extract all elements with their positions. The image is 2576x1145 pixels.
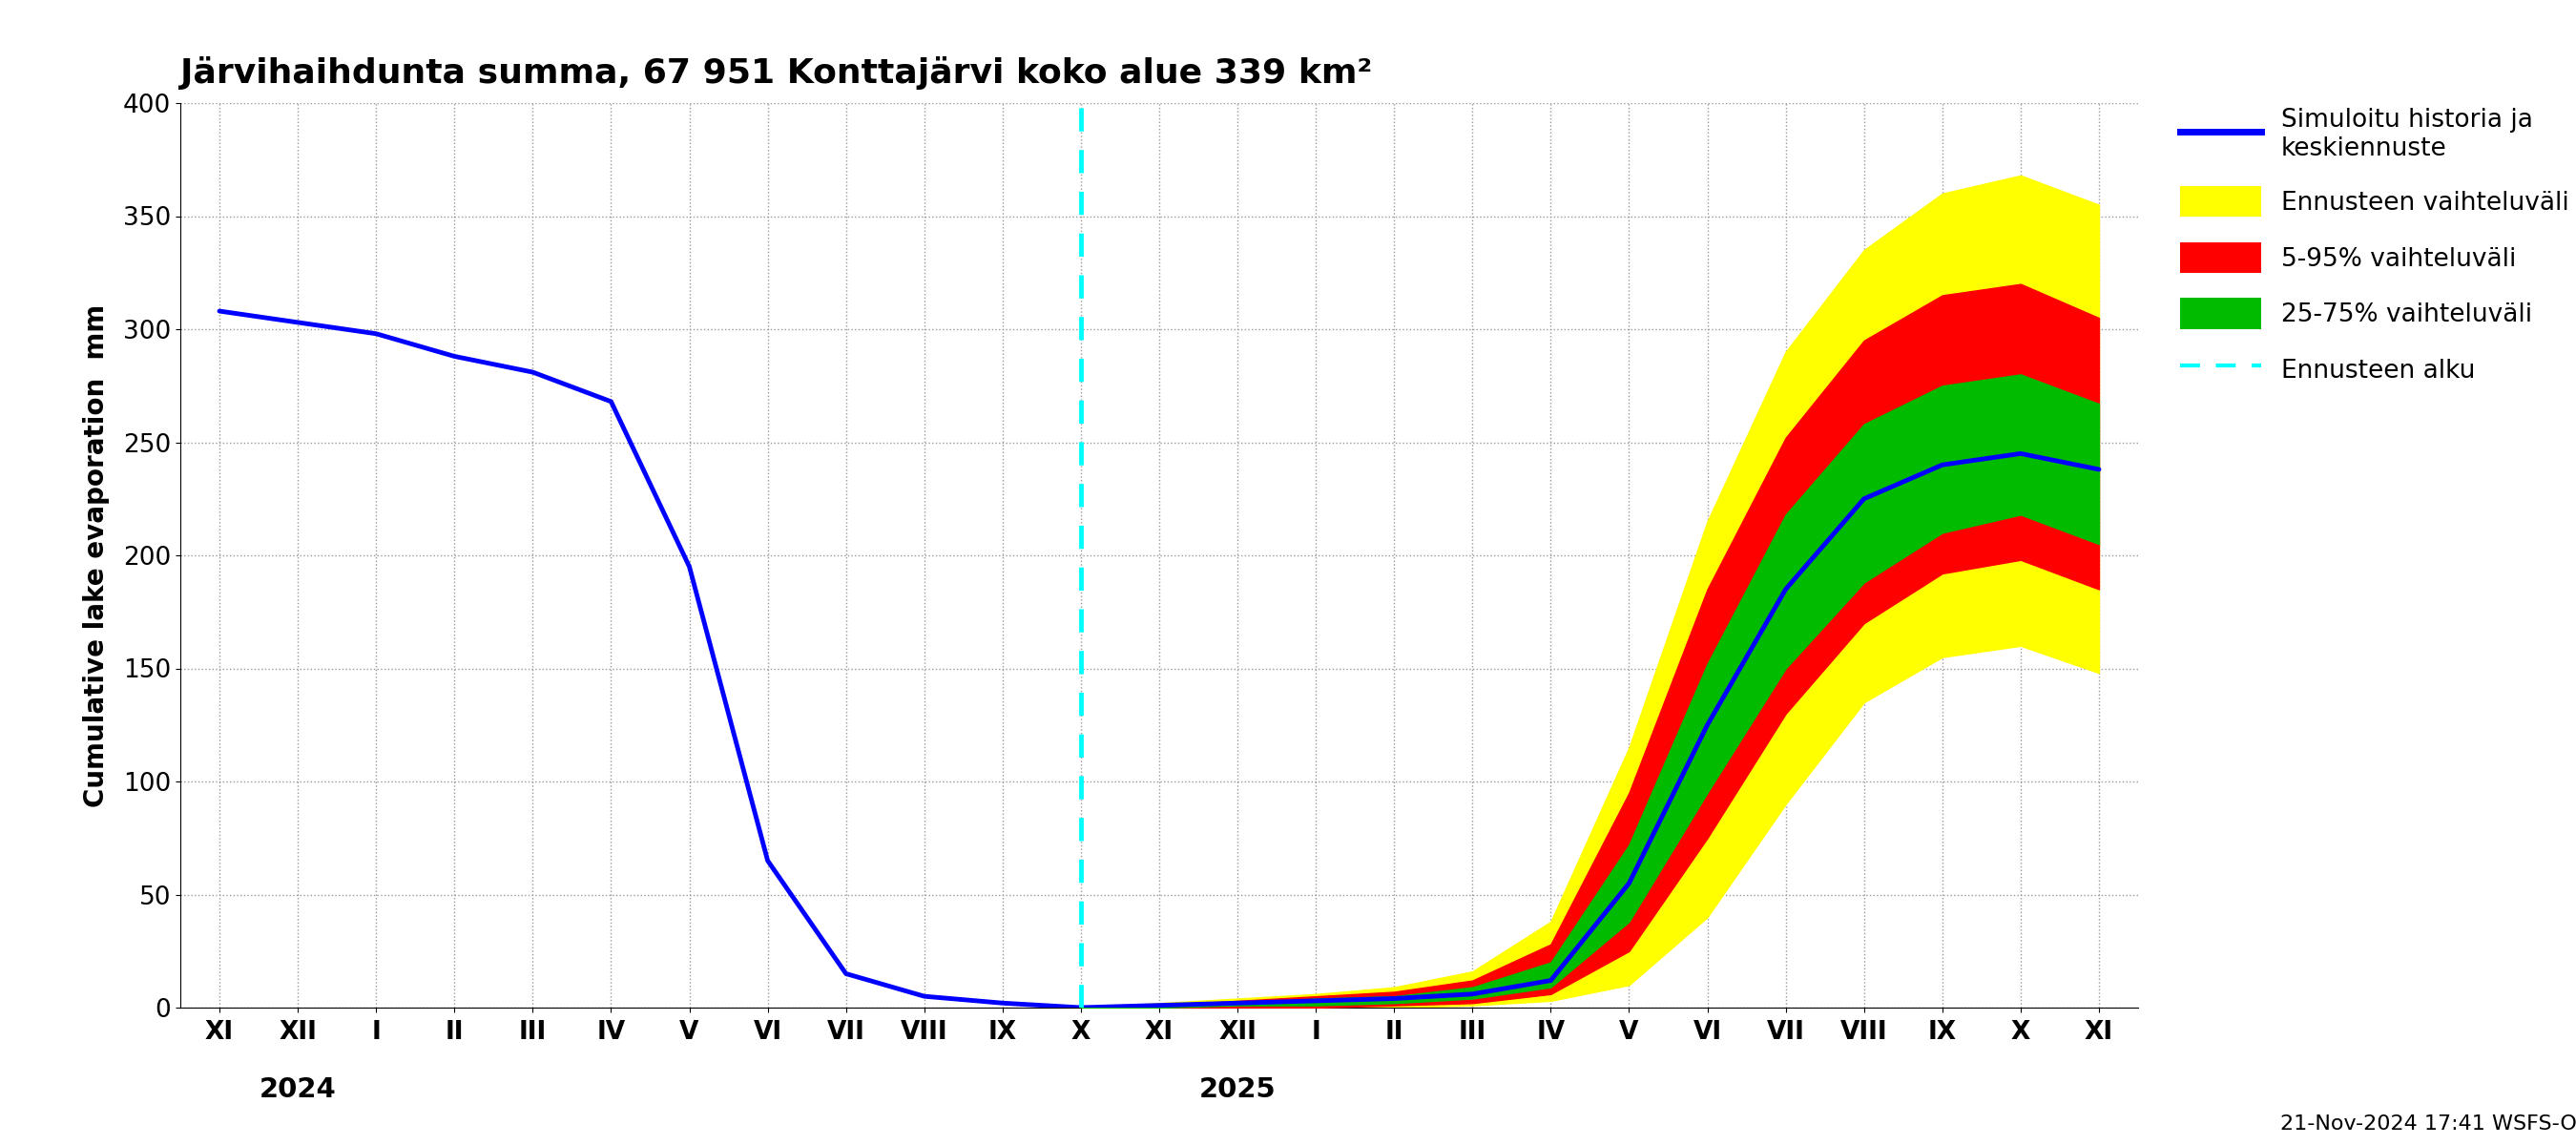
Text: Järvihaihdunta summa, 67 951 Konttajärvi koko alue 339 km²: Järvihaihdunta summa, 67 951 Konttajärvi… — [180, 56, 1373, 89]
Legend: Simuloitu historia ja
keskiennuste, Ennusteen vaihteluväli, 5-95% vaihteluväli, : Simuloitu historia ja keskiennuste, Ennu… — [2169, 97, 2576, 395]
Y-axis label: Cumulative lake evaporation  mm: Cumulative lake evaporation mm — [82, 303, 111, 807]
Text: 2025: 2025 — [1198, 1076, 1275, 1104]
Text: 21-Nov-2024 17:41 WSFS-O: 21-Nov-2024 17:41 WSFS-O — [2280, 1114, 2576, 1134]
Text: 2024: 2024 — [260, 1076, 337, 1104]
